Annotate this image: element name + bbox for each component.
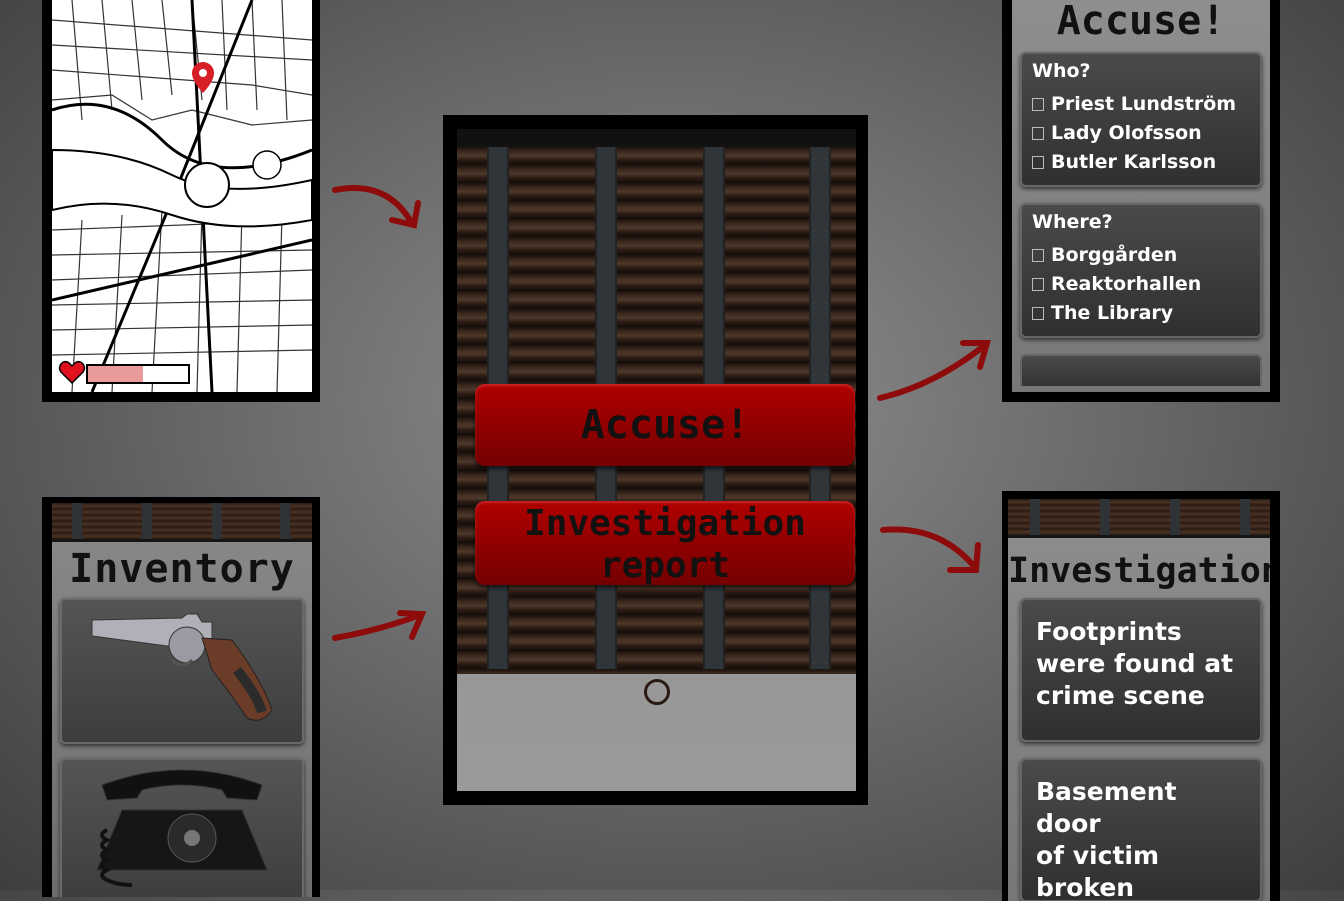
who-option[interactable]: Butler Karlsson (1032, 148, 1250, 177)
checkbox-icon (1032, 249, 1044, 262)
map-screen (42, 0, 320, 402)
main-menu-screen: Accuse! Investigation report (443, 115, 868, 805)
inventory-screen: Inventory (42, 497, 320, 897)
investigation-note[interactable]: Basement door of victim broken (1020, 758, 1262, 901)
arrow-icon (877, 340, 991, 401)
who-title: Who? (1032, 60, 1091, 82)
where-card: Where? Borggården Reaktorhallen The Libr… (1020, 203, 1262, 338)
checkbox-icon (1032, 127, 1044, 140)
accuse-screen: Accuse! Who? Priest Lundström Lady Olofs… (1002, 0, 1280, 402)
accuse-button[interactable]: Accuse! (475, 384, 855, 466)
window-blind (52, 503, 312, 542)
checkbox-icon (1032, 156, 1044, 169)
report-label-line1: Investigation (524, 503, 806, 544)
accuse-title: Accuse! (1056, 0, 1226, 44)
where-option[interactable]: Reaktorhallen (1032, 270, 1250, 299)
where-option[interactable]: The Library (1032, 299, 1250, 328)
window-blind (1008, 499, 1270, 538)
where-option[interactable]: Borggården (1032, 241, 1250, 270)
map-pin-icon (192, 62, 214, 93)
revolver-icon (91, 613, 273, 721)
where-title: Where? (1032, 211, 1113, 233)
rotary-phone-icon (96, 769, 268, 887)
arrow-icon (880, 526, 981, 573)
heart-icon (58, 360, 86, 385)
map-streets (52, 0, 312, 392)
who-option[interactable]: Lady Olofsson (1032, 119, 1250, 148)
blind-cord-ring[interactable] (644, 679, 670, 705)
next-card-peek (1020, 354, 1262, 386)
inventory-title: Inventory (69, 546, 295, 592)
checkbox-icon (1032, 278, 1044, 291)
report-label-line2: report (599, 545, 731, 586)
health-fill (88, 366, 143, 382)
inventory-item-telephone[interactable] (60, 758, 304, 897)
investigation-title: Investigation (1008, 551, 1270, 591)
investigation-screen: Investigation Footprints were found at c… (1002, 491, 1280, 901)
health-bar (58, 358, 190, 386)
arrow-icon (332, 185, 421, 229)
inventory-item-revolver[interactable] (60, 598, 304, 744)
checkbox-icon (1032, 307, 1044, 320)
city-map[interactable] (52, 0, 312, 392)
investigation-note[interactable]: Footprints were found at crime scene (1020, 598, 1262, 742)
who-card: Who? Priest Lundström Lady Olofsson Butl… (1020, 52, 1262, 187)
investigation-report-button[interactable]: Investigation report (475, 501, 855, 586)
checkbox-icon (1032, 98, 1044, 111)
arrow-icon (332, 610, 427, 641)
who-option[interactable]: Priest Lundström (1032, 90, 1250, 119)
